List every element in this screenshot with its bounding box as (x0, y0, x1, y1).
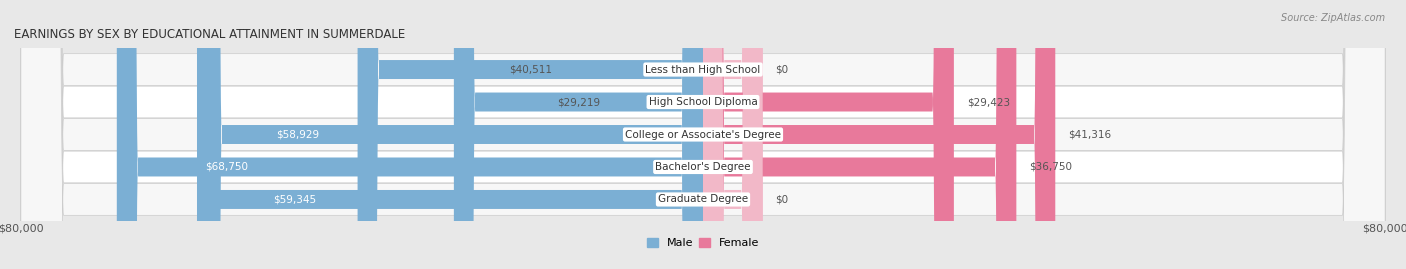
FancyBboxPatch shape (703, 0, 1017, 269)
Text: Less than High School: Less than High School (645, 65, 761, 75)
Text: $29,423: $29,423 (967, 97, 1010, 107)
Text: EARNINGS BY SEX BY EDUCATIONAL ATTAINMENT IN SUMMERDALE: EARNINGS BY SEX BY EDUCATIONAL ATTAINMEN… (14, 28, 405, 41)
FancyBboxPatch shape (703, 0, 953, 269)
Text: Graduate Degree: Graduate Degree (658, 194, 748, 204)
Text: $40,511: $40,511 (509, 65, 551, 75)
FancyBboxPatch shape (21, 0, 1385, 269)
Text: $41,316: $41,316 (1069, 129, 1111, 140)
Text: $0: $0 (776, 194, 789, 204)
Text: $0: $0 (776, 65, 789, 75)
FancyBboxPatch shape (21, 0, 1385, 269)
FancyBboxPatch shape (703, 0, 762, 269)
Legend: Male, Female: Male, Female (643, 233, 763, 253)
Text: Source: ZipAtlas.com: Source: ZipAtlas.com (1281, 13, 1385, 23)
FancyBboxPatch shape (21, 0, 1385, 269)
FancyBboxPatch shape (117, 0, 703, 269)
FancyBboxPatch shape (21, 0, 1385, 269)
Text: $68,750: $68,750 (205, 162, 247, 172)
FancyBboxPatch shape (703, 0, 762, 269)
Text: Bachelor's Degree: Bachelor's Degree (655, 162, 751, 172)
FancyBboxPatch shape (703, 0, 1056, 269)
FancyBboxPatch shape (21, 0, 1385, 269)
Text: $58,929: $58,929 (276, 129, 319, 140)
FancyBboxPatch shape (197, 0, 703, 269)
FancyBboxPatch shape (357, 0, 703, 269)
Text: $36,750: $36,750 (1029, 162, 1073, 172)
Text: College or Associate's Degree: College or Associate's Degree (626, 129, 780, 140)
FancyBboxPatch shape (454, 0, 703, 269)
Text: $29,219: $29,219 (557, 97, 600, 107)
FancyBboxPatch shape (201, 0, 703, 269)
Text: High School Diploma: High School Diploma (648, 97, 758, 107)
Text: $59,345: $59,345 (273, 194, 316, 204)
